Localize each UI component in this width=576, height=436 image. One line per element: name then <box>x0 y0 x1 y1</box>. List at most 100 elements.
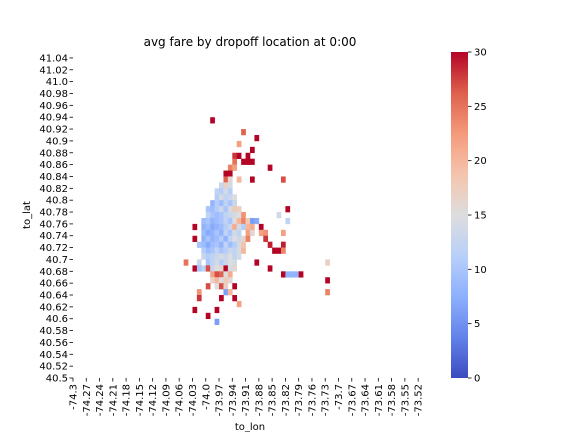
y-tick-label: 40.6 <box>46 314 68 325</box>
heatmap-cell <box>219 277 224 284</box>
heatmap-cell <box>214 212 220 219</box>
heatmap-cell <box>232 152 238 159</box>
heatmap-cell <box>241 212 246 219</box>
heatmap-cell <box>214 188 220 195</box>
heatmap-cell <box>223 188 229 195</box>
heatmap-cell <box>236 235 242 242</box>
x-tick-label: -73.64 <box>361 384 372 416</box>
x-tick-label: -74.12 <box>148 384 159 416</box>
heatmap-cell <box>214 206 220 213</box>
heatmap-cell <box>210 271 215 278</box>
y-tick-label: 40.56 <box>39 338 68 349</box>
heatmap-cell <box>210 229 215 237</box>
heatmap-cell <box>227 200 233 207</box>
heatmap-cell <box>205 223 211 231</box>
chart-title: avg fare by dropoff location at 0:00 <box>144 35 357 49</box>
heatmap-cell <box>232 158 238 165</box>
heatmap-cell <box>241 247 246 254</box>
heatmap-cell <box>205 265 211 272</box>
y-tick-label: 40.58 <box>39 326 68 337</box>
heatmap-cell <box>210 277 215 284</box>
heatmap-cell <box>223 229 229 237</box>
x-tick-label: -73.73 <box>321 384 332 416</box>
heatmap-cell <box>210 217 215 225</box>
heatmap-cell <box>285 217 291 225</box>
y-axis: 41.0441.0241.040.9840.9640.9440.9240.940… <box>39 53 73 385</box>
heatmap-cell <box>219 235 224 242</box>
heatmap-cell <box>250 217 255 225</box>
heatmap-cell <box>210 117 215 124</box>
heatmap-cell <box>236 253 242 260</box>
heatmap-cell <box>214 253 220 260</box>
heatmap-cell <box>232 206 238 213</box>
heatmap-cell <box>236 300 242 308</box>
colorbar-tick-label: 5 <box>474 319 480 330</box>
heatmap-cell <box>210 247 215 254</box>
heatmap-cell <box>223 265 229 272</box>
heatmap-cell <box>232 200 238 207</box>
heatmap-cell <box>245 235 251 242</box>
heatmap-cell <box>210 200 215 207</box>
heatmap-cell <box>236 217 242 225</box>
x-tick-label: -73.55 <box>400 384 411 416</box>
heatmap-cell <box>219 182 224 189</box>
y-tick-label: 40.7 <box>46 255 68 266</box>
y-tick-label: 40.96 <box>39 101 68 112</box>
heatmap-cell <box>214 223 220 231</box>
x-tick-label: -73.61 <box>374 384 385 416</box>
y-tick-label: 40.74 <box>39 231 68 242</box>
heatmap-cell <box>223 277 229 284</box>
heatmap-cell <box>232 241 238 248</box>
heatmap-cell <box>241 129 246 136</box>
heatmap-cell <box>201 265 207 272</box>
heatmap-cell <box>298 271 304 278</box>
heatmap-cell <box>232 223 238 231</box>
heatmap-cell <box>223 217 229 225</box>
heatmap-cell <box>223 235 229 242</box>
heatmap-cell <box>241 241 246 248</box>
heatmap-cell <box>232 247 238 254</box>
heatmap-cell <box>263 235 268 242</box>
y-tick-label: 41.0 <box>46 77 68 88</box>
heatmap-cell <box>241 223 246 231</box>
heatmap-cell <box>192 265 198 272</box>
heatmap-cell <box>219 212 224 219</box>
heatmap-cell <box>201 223 207 231</box>
heatmap-cell <box>227 241 233 248</box>
heatmap-cell <box>205 229 211 237</box>
heatmap-cell <box>276 212 282 219</box>
heatmap-cell <box>227 265 233 272</box>
x-tick-label: -73.97 <box>215 384 226 416</box>
heatmap-cell <box>227 259 233 266</box>
heatmap-cell <box>223 253 229 260</box>
heatmap-cell <box>219 206 224 213</box>
heatmap-cell <box>227 182 233 189</box>
heatmap-cell <box>241 158 246 165</box>
heatmap-cell <box>210 259 215 266</box>
heatmap-cell <box>219 194 224 201</box>
heatmap-cell <box>227 247 233 254</box>
y-tick-label: 40.82 <box>39 184 68 195</box>
heatmap-cell <box>196 241 202 248</box>
heatmap-cell <box>214 235 220 242</box>
heatmap-cell <box>227 217 233 225</box>
heatmap-cell <box>223 241 229 248</box>
heatmap-cell <box>223 271 229 278</box>
x-tick-label: -73.94 <box>228 384 239 416</box>
heatmap-cell <box>201 247 207 254</box>
heatmap-cell <box>219 259 224 266</box>
heatmap-cell <box>210 212 215 219</box>
heatmap-cell <box>241 217 246 225</box>
heatmap-cell <box>232 283 238 290</box>
heatmap-cell <box>210 223 215 231</box>
heatmap-cell <box>267 265 273 272</box>
heatmap-cell <box>214 271 220 278</box>
x-tick-label: -73.76 <box>307 384 318 416</box>
heatmap-cell <box>232 217 238 225</box>
heatmap-cell <box>223 194 229 201</box>
heatmap-cell <box>254 217 260 225</box>
heatmap-cell <box>294 271 299 278</box>
heatmap-cell <box>201 235 207 242</box>
x-tick-label: -73.91 <box>241 384 252 416</box>
